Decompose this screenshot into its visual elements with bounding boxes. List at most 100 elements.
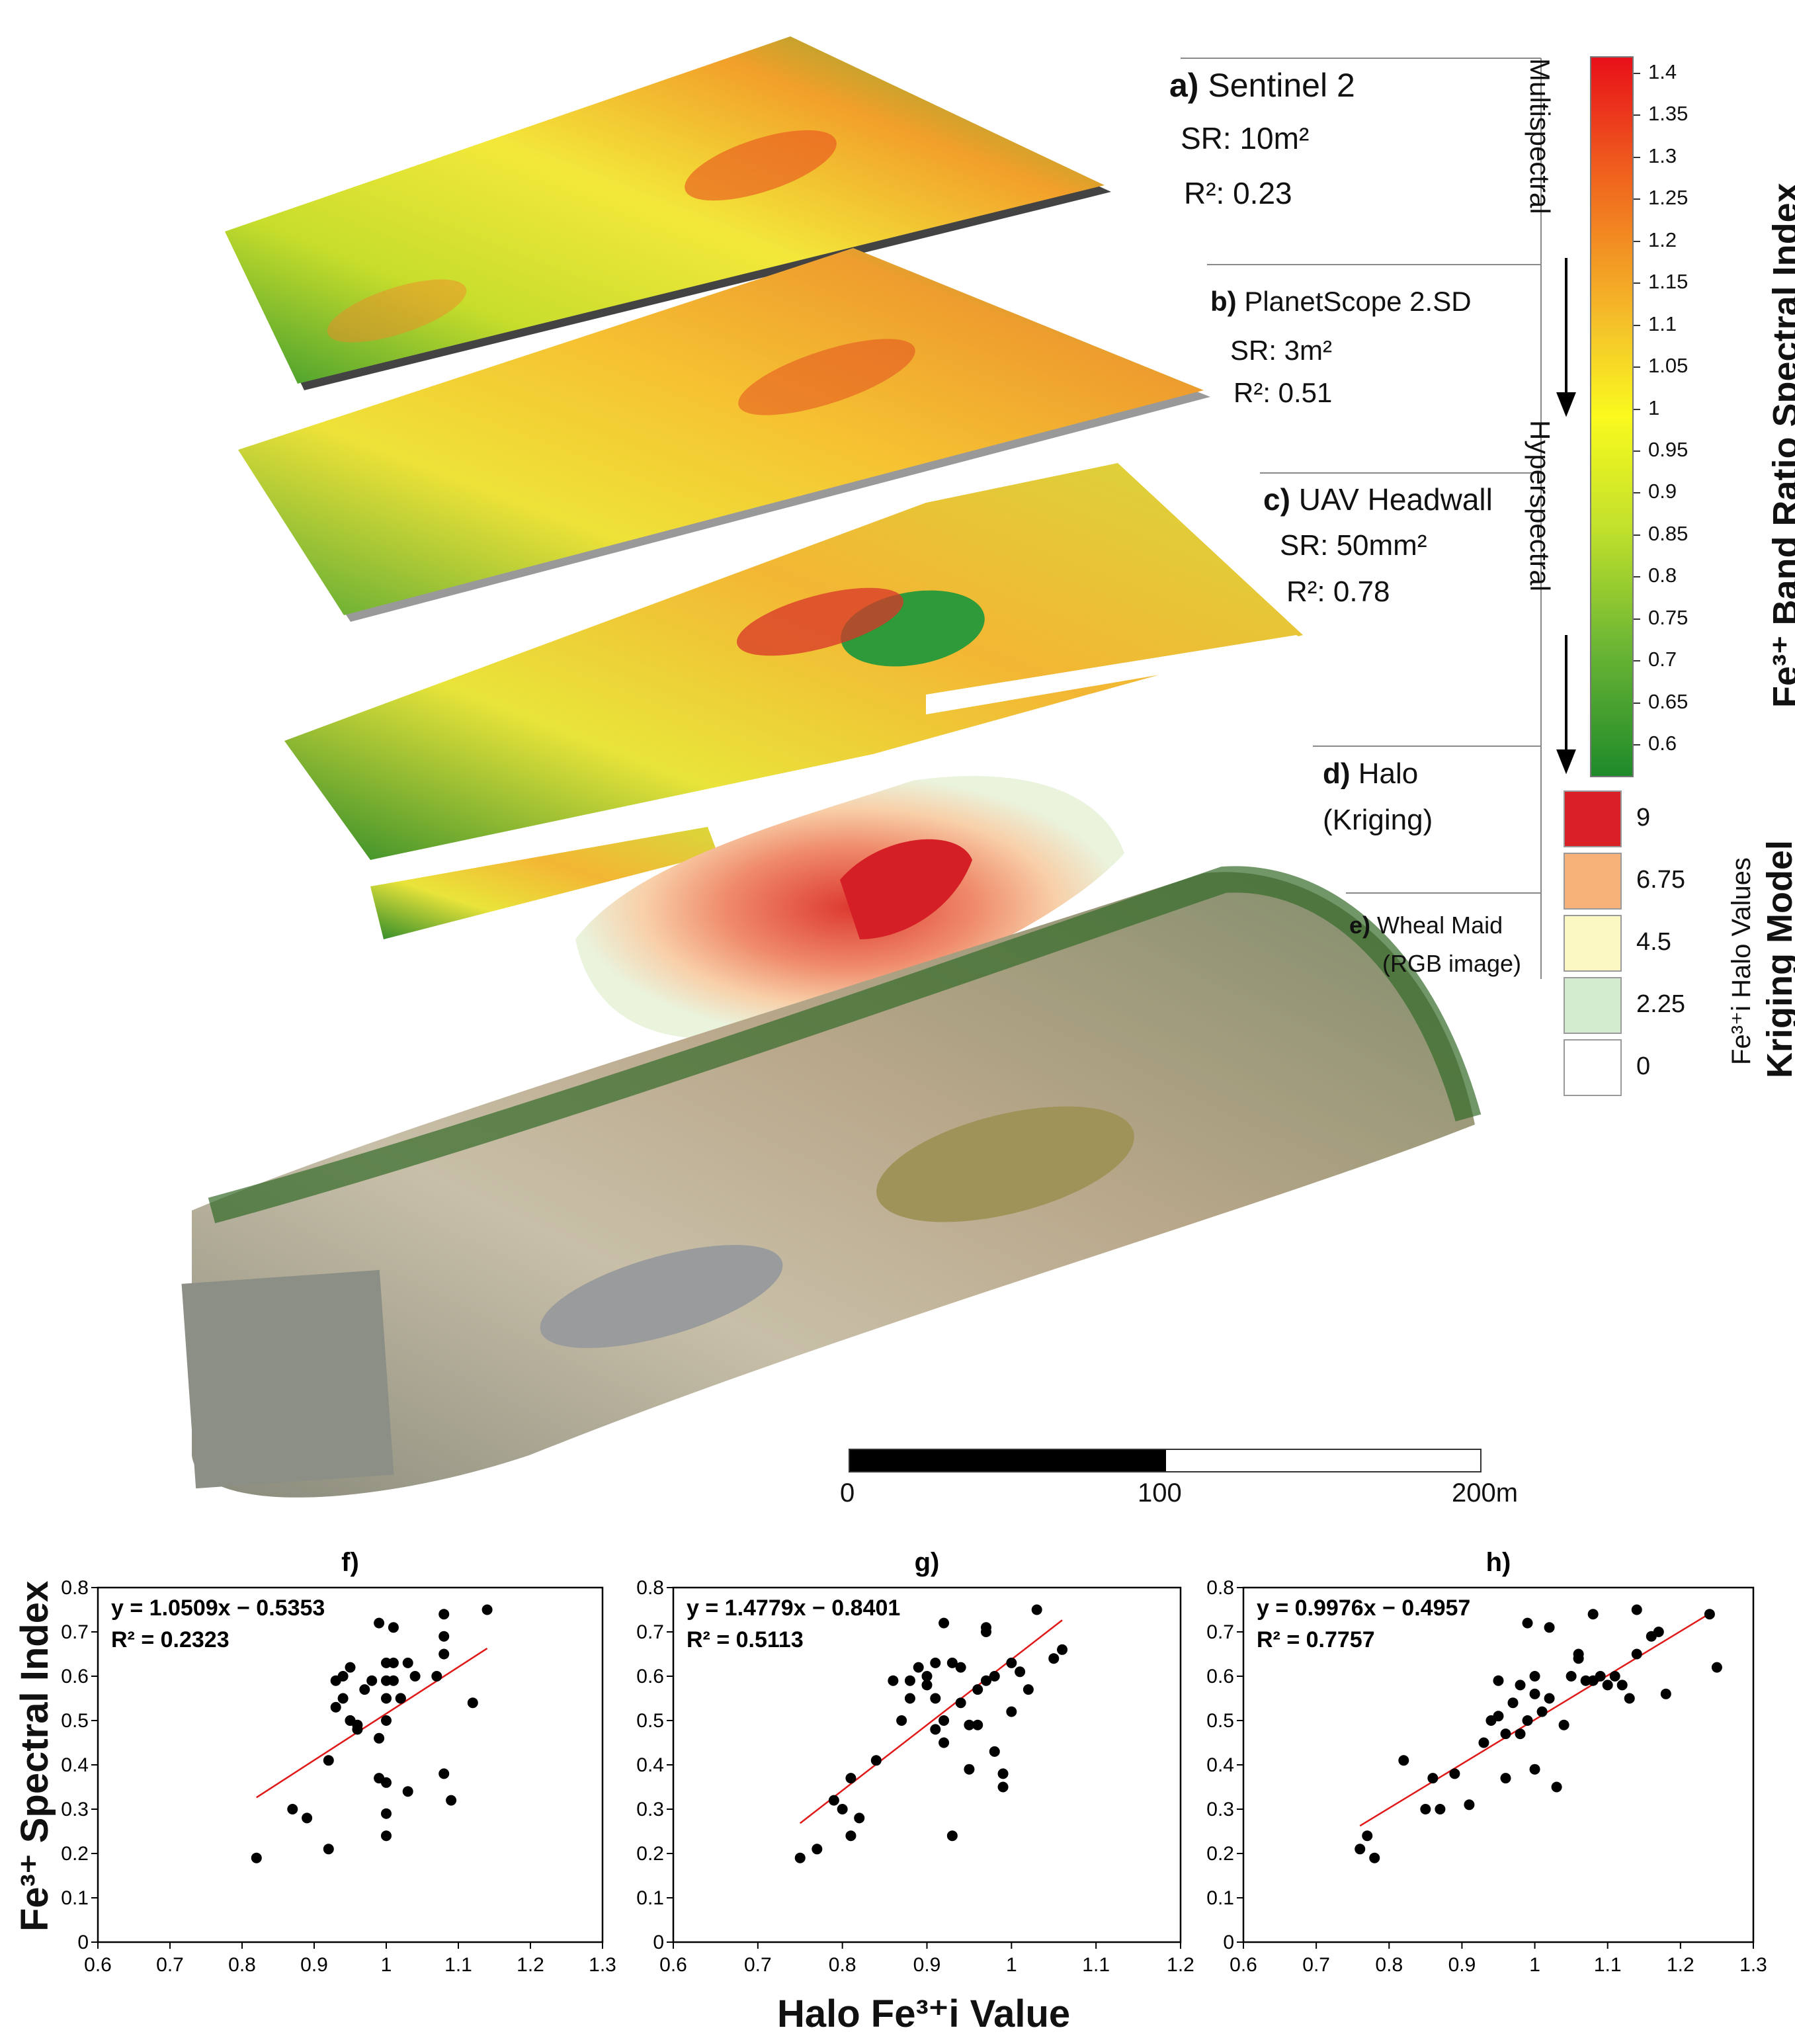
data-point [1493, 1675, 1504, 1686]
data-point [1500, 1773, 1511, 1784]
data-point [1704, 1609, 1715, 1620]
data-point [1660, 1688, 1671, 1699]
colorbar-tick-mark [1634, 240, 1640, 242]
kriging-value: 4.5 [1636, 928, 1671, 956]
colorbar-tick-mark [1634, 660, 1640, 662]
data-point [1515, 1728, 1526, 1740]
data-point [955, 1697, 966, 1709]
x-tick-label: 0.9 [913, 1954, 941, 1976]
colorbar-tick-mark [1634, 702, 1640, 704]
sentinel-2-map [225, 36, 1111, 390]
colorbar-tick-label: 1.3 [1648, 144, 1677, 167]
data-point [989, 1746, 1000, 1757]
data-point [828, 1795, 839, 1806]
data-point [1031, 1604, 1042, 1615]
x-tick-label: 1.1 [444, 1954, 472, 1976]
data-point [337, 1693, 349, 1704]
data-point [302, 1812, 313, 1824]
label-c: c) UAV Headwall [1263, 482, 1493, 517]
data-point [1435, 1804, 1446, 1814]
x-tick-label: 0.8 [1375, 1954, 1403, 1976]
colorbar-tick-mark [1634, 198, 1640, 200]
map-stack [181, 36, 1482, 1498]
data-point [854, 1812, 865, 1824]
data-point [1493, 1711, 1504, 1722]
data-point [980, 1675, 991, 1686]
scale-label-0: 0 [840, 1478, 855, 1508]
data-point [1529, 1688, 1540, 1699]
equation-label: y = 0.9976x − 0.4957 [1257, 1596, 1470, 1621]
scatter-panel: f) 0.6 0.7 0.8 0.9 1 1.1 1.2 1.3 0 0.1 0.2 0.3 0.4 0.5… [61, 1548, 616, 1976]
colorbar-tick-mark [1634, 156, 1640, 158]
data-point [337, 1671, 349, 1682]
data-point [251, 1852, 262, 1863]
colorbar-tick-mark [1634, 408, 1640, 410]
data-point [431, 1671, 442, 1682]
colorbar-tick-mark [1634, 366, 1640, 368]
uav-headwall-map [284, 463, 1316, 939]
data-point [1507, 1697, 1519, 1709]
data-point [1653, 1627, 1664, 1637]
colorbar-tick-label: 0.7 [1648, 648, 1677, 671]
data-point [438, 1768, 450, 1779]
colorbar-tick-label: 1.25 [1648, 186, 1689, 210]
data-point [287, 1804, 298, 1814]
y-tick-label: 0.2 [636, 1843, 664, 1865]
x-tick-label: 0.6 [84, 1954, 112, 1976]
panel-letter: h) [1486, 1548, 1511, 1577]
label-c-sr: SR: 50mm² [1280, 529, 1427, 562]
data-point [1587, 1609, 1599, 1620]
kriging-value: 6.75 [1636, 866, 1685, 894]
y-tick-label: 0.1 [1206, 1887, 1234, 1909]
shared-x-label: Halo Fe³⁺i Value [777, 1992, 1071, 2035]
panel-letter: f) [341, 1548, 359, 1577]
y-tick-label: 0.6 [61, 1666, 89, 1687]
data-point [1355, 1844, 1366, 1855]
label-c-r2: R²: 0.78 [1286, 575, 1390, 608]
trend-line [799, 1619, 1063, 1824]
data-point [330, 1701, 341, 1713]
data-point [964, 1719, 975, 1730]
data-point [1048, 1653, 1060, 1664]
x-tick-label: 0.9 [1448, 1954, 1476, 1976]
data-point [904, 1675, 915, 1686]
data-point [481, 1604, 493, 1615]
data-point [939, 1737, 950, 1748]
data-point [997, 1768, 1009, 1779]
scale-bar [849, 1449, 1482, 1472]
label-d-sub: (Kriging) [1323, 804, 1433, 836]
data-point [1558, 1719, 1569, 1730]
data-point [374, 1617, 385, 1629]
r2-label: R² = 0.2323 [111, 1627, 230, 1652]
data-point [388, 1675, 399, 1686]
panel-letter: g) [915, 1548, 940, 1577]
y-tick-label: 0.8 [636, 1577, 664, 1599]
y-tick-label: 0.7 [1206, 1621, 1234, 1643]
data-point [1006, 1657, 1017, 1668]
y-tick-label: 0.6 [1206, 1666, 1234, 1687]
data-point [1551, 1781, 1562, 1793]
colorbar-tick-label: 1 [1648, 396, 1660, 419]
colorbar-tick-label: 0.85 [1648, 521, 1689, 545]
label-b-r2: R²: 0.51 [1233, 377, 1333, 408]
x-tick-label: 0.9 [300, 1954, 328, 1976]
data-point [921, 1671, 933, 1682]
data-point [1544, 1622, 1555, 1633]
y-tick-label: 0.5 [1206, 1710, 1234, 1732]
x-tick-label: 0.7 [156, 1954, 184, 1976]
data-point [381, 1715, 392, 1726]
colorbar-tick-mark [1634, 576, 1640, 578]
data-point [955, 1662, 966, 1673]
data-point [845, 1830, 856, 1842]
data-point [837, 1804, 848, 1814]
kriging-value: 2.25 [1636, 990, 1685, 1018]
colorbar-tick-mark [1634, 114, 1640, 116]
kriging-swatch [1564, 790, 1622, 847]
y-tick-label: 0.1 [636, 1887, 664, 1909]
data-point [1631, 1604, 1642, 1615]
colorbar-tick-label: 1.15 [1648, 270, 1689, 294]
data-point [438, 1609, 450, 1620]
y-tick-label: 0.3 [61, 1799, 89, 1820]
y-tick-label: 0.2 [1206, 1843, 1234, 1865]
